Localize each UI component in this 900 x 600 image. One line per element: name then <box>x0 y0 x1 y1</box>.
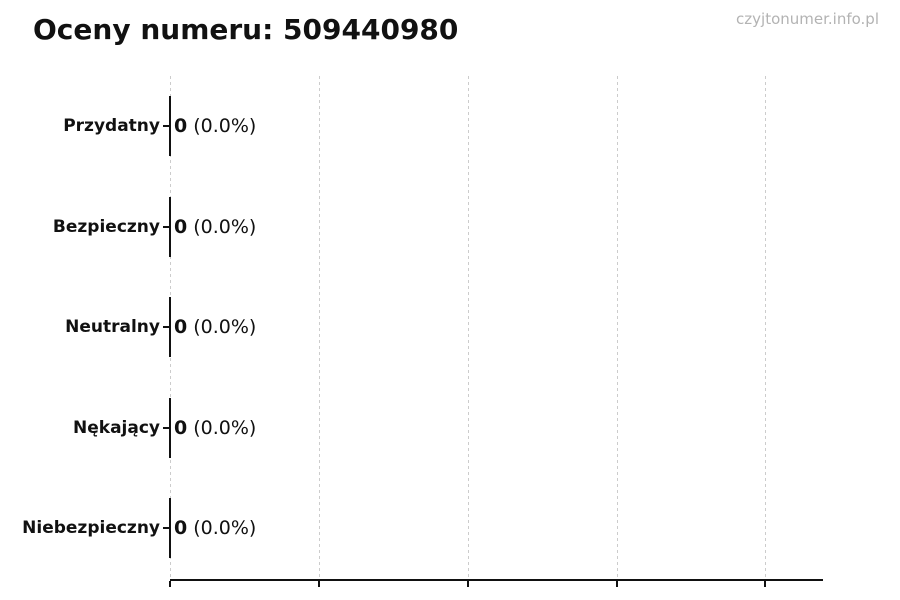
value-count: 0 <box>174 417 188 439</box>
bar-bezpieczny <box>169 197 171 257</box>
x-axis-tick <box>764 581 766 587</box>
bar-neutralny <box>169 297 171 357</box>
value-label-przydatny: 0 (0.0%) <box>174 115 256 137</box>
y-axis-tick <box>163 527 169 529</box>
bar-niebezpieczny <box>169 498 171 558</box>
category-label-neutralny: Neutralny <box>65 317 160 337</box>
category-label-nekajacy: Nękający <box>73 418 160 438</box>
value-percent: (0.0%) <box>193 115 257 137</box>
value-label-bezpieczny: 0 (0.0%) <box>174 216 256 238</box>
bar-nekajacy <box>169 398 171 458</box>
gridline <box>468 76 469 579</box>
watermark-text: czyjtonumer.info.pl <box>736 10 879 28</box>
chart-title: Oceny numeru: 509440980 <box>33 13 459 46</box>
y-axis-tick <box>163 226 169 228</box>
gridline <box>765 76 766 579</box>
value-percent: (0.0%) <box>193 316 257 338</box>
y-axis-tick <box>163 125 169 127</box>
value-percent: (0.0%) <box>193 417 257 439</box>
x-axis-tick <box>467 581 469 587</box>
value-count: 0 <box>174 316 188 338</box>
bar-przydatny <box>169 96 171 156</box>
y-axis-tick <box>163 326 169 328</box>
category-label-bezpieczny: Bezpieczny <box>52 217 160 237</box>
x-axis-tick <box>318 581 320 587</box>
value-label-neutralny: 0 (0.0%) <box>174 316 256 338</box>
value-count: 0 <box>174 216 188 238</box>
x-axis-tick <box>169 581 171 587</box>
value-count: 0 <box>174 517 188 539</box>
plot-area <box>163 76 823 587</box>
value-label-nekajacy: 0 (0.0%) <box>174 417 256 439</box>
gridline <box>319 76 320 579</box>
gridline <box>617 76 618 579</box>
value-count: 0 <box>174 115 188 137</box>
y-axis-tick <box>163 427 169 429</box>
category-label-przydatny: Przydatny <box>63 116 160 136</box>
x-axis-tick <box>616 581 618 587</box>
value-label-niebezpieczny: 0 (0.0%) <box>174 517 256 539</box>
value-percent: (0.0%) <box>193 517 257 539</box>
category-label-niebezpieczny: Niebezpieczny <box>22 518 160 538</box>
value-percent: (0.0%) <box>193 216 257 238</box>
